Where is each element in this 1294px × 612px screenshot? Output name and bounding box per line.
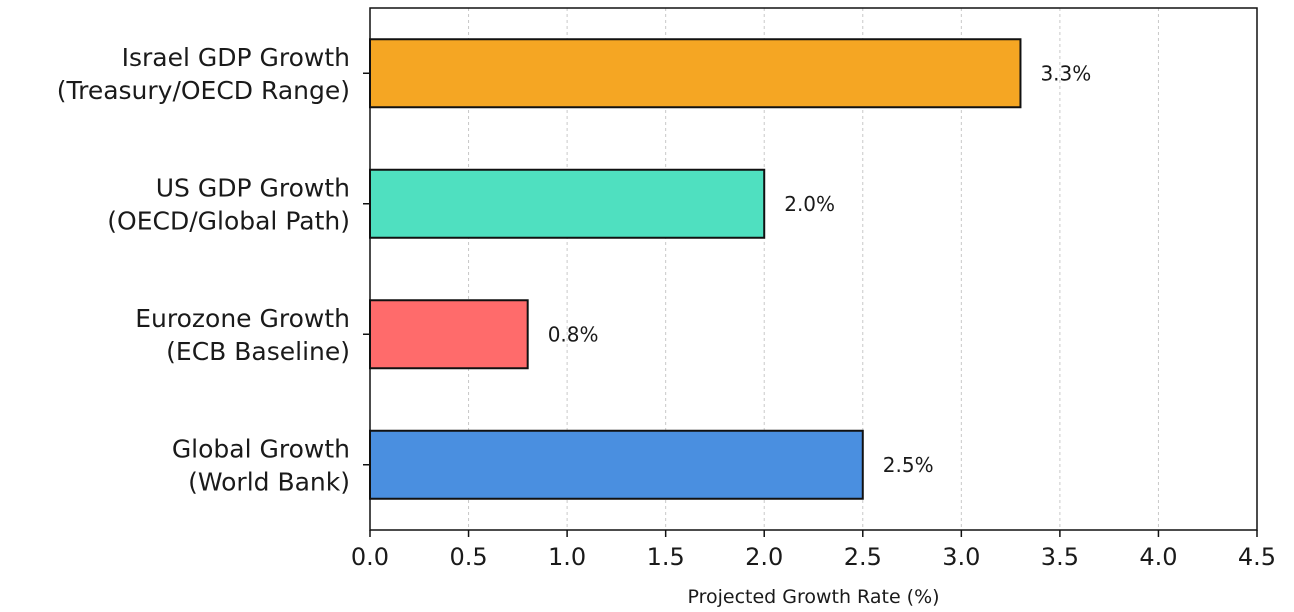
category-label-1: US GDP Growth (OECD/Global Path) <box>107 173 350 235</box>
category-label-0: Israel GDP Growth (Treasury/OECD Range) <box>57 43 350 105</box>
bars <box>369 38 1022 500</box>
plot-frame <box>363 7 1258 537</box>
x-tick-label-3: 1.5 <box>647 543 685 571</box>
bar-2 <box>369 299 529 370</box>
x-tick-label-1: 0.5 <box>449 543 487 571</box>
category-label-line: Global Growth <box>172 434 350 463</box>
data-label-0: 3.3% <box>1040 61 1091 85</box>
category-label-line: (OECD/Global Path) <box>107 206 350 235</box>
x-tick-label-5: 2.5 <box>844 543 882 571</box>
category-label-line: Eurozone Growth <box>135 304 350 333</box>
x-tick-label-4: 2.0 <box>745 543 783 571</box>
labels: Israel GDP Growth (Treasury/OECD Range) 3.… <box>57 43 1276 571</box>
category-label-line: (Treasury/OECD Range) <box>57 76 350 105</box>
x-tick-label-6: 3.0 <box>942 543 980 571</box>
data-label-3: 2.5% <box>883 453 934 477</box>
plot-frame-rect <box>369 7 1258 531</box>
x-tick-label-9: 4.5 <box>1238 543 1276 571</box>
bar-1 <box>369 168 766 239</box>
category-label-line: Israel GDP Growth <box>122 43 350 72</box>
bar-3 <box>369 429 864 500</box>
x-tick-label-0: 0.0 <box>351 543 389 571</box>
category-label-line: (ECB Baseline) <box>166 337 350 366</box>
category-label-line: (World Bank) <box>188 467 350 496</box>
category-label-2: Eurozone Growth (ECB Baseline) <box>135 304 350 366</box>
x-tick-label-2: 1.0 <box>548 543 586 571</box>
data-label-2: 0.8% <box>548 322 599 346</box>
x-axis-title: Projected Growth Rate (%) <box>687 586 939 608</box>
x-tick-label-8: 4.0 <box>1139 543 1177 571</box>
category-label-line: US GDP Growth <box>156 173 350 202</box>
bar-0 <box>369 38 1022 109</box>
x-tick-label-7: 3.5 <box>1041 543 1079 571</box>
data-label-1: 2.0% <box>784 192 835 216</box>
category-label-3: Global Growth (World Bank) <box>172 434 350 496</box>
